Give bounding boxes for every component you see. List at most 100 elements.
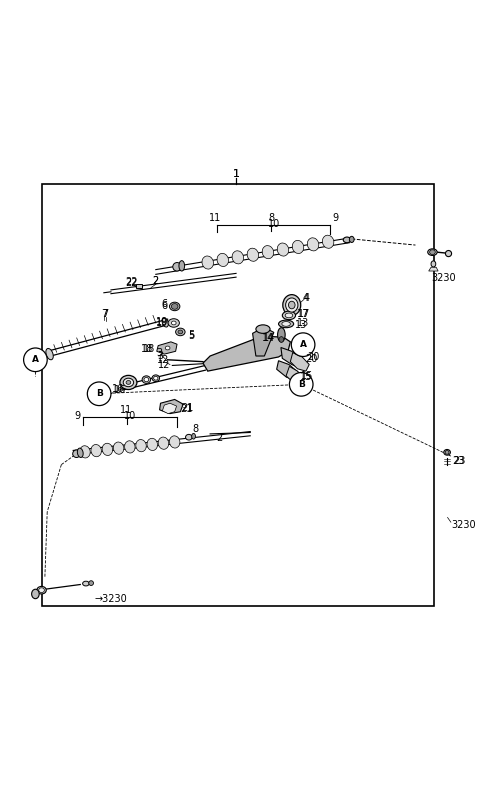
Ellipse shape	[77, 448, 83, 457]
Ellipse shape	[277, 328, 285, 342]
Text: 17: 17	[299, 308, 311, 319]
Ellipse shape	[288, 301, 295, 308]
Ellipse shape	[158, 437, 168, 450]
Text: B: B	[298, 380, 305, 389]
Ellipse shape	[37, 587, 46, 594]
Text: 22: 22	[125, 277, 137, 287]
Text: 20: 20	[307, 352, 319, 363]
Ellipse shape	[168, 319, 180, 328]
Text: 13: 13	[297, 319, 309, 328]
Text: 2: 2	[216, 433, 223, 443]
Text: 5: 5	[188, 331, 194, 340]
Ellipse shape	[113, 442, 124, 454]
Ellipse shape	[169, 436, 180, 448]
Text: 4: 4	[304, 293, 310, 303]
Text: →3230: →3230	[95, 594, 127, 604]
Text: 21: 21	[182, 403, 194, 414]
Polygon shape	[159, 399, 183, 414]
Text: 1: 1	[232, 169, 240, 179]
Ellipse shape	[247, 248, 259, 261]
Ellipse shape	[286, 298, 298, 312]
Text: 8: 8	[193, 424, 199, 434]
Ellipse shape	[278, 320, 294, 328]
Ellipse shape	[232, 251, 243, 264]
Text: 15: 15	[300, 372, 312, 383]
Ellipse shape	[136, 439, 146, 452]
Ellipse shape	[430, 249, 435, 254]
Ellipse shape	[186, 434, 192, 440]
Ellipse shape	[217, 253, 228, 266]
Ellipse shape	[154, 376, 158, 380]
Polygon shape	[157, 342, 177, 354]
Ellipse shape	[173, 262, 181, 271]
Text: B: B	[96, 389, 103, 398]
Polygon shape	[290, 353, 309, 371]
Ellipse shape	[147, 438, 157, 450]
Ellipse shape	[282, 311, 296, 320]
Ellipse shape	[343, 237, 351, 243]
Text: 14: 14	[263, 333, 275, 343]
Ellipse shape	[256, 325, 270, 333]
Text: 16: 16	[112, 384, 124, 394]
Ellipse shape	[126, 380, 131, 384]
Polygon shape	[276, 361, 299, 379]
Text: 3230: 3230	[451, 520, 476, 530]
Ellipse shape	[279, 336, 284, 343]
Text: 21: 21	[180, 404, 192, 414]
Text: 19: 19	[156, 318, 168, 328]
Ellipse shape	[125, 441, 135, 453]
Text: 7: 7	[103, 308, 109, 319]
Ellipse shape	[282, 321, 290, 326]
Text: 18: 18	[141, 344, 154, 355]
Ellipse shape	[292, 241, 304, 253]
Text: 13: 13	[295, 320, 307, 330]
Text: A: A	[32, 355, 39, 364]
Text: 3230: 3230	[432, 273, 456, 283]
Ellipse shape	[102, 443, 113, 455]
Ellipse shape	[262, 245, 274, 259]
Ellipse shape	[349, 237, 354, 242]
Text: 1: 1	[232, 169, 240, 179]
Ellipse shape	[192, 434, 195, 439]
Text: 10: 10	[268, 219, 280, 229]
Ellipse shape	[144, 378, 149, 382]
Ellipse shape	[123, 379, 133, 387]
Ellipse shape	[444, 450, 450, 455]
Text: 11: 11	[120, 406, 132, 415]
Text: 20: 20	[305, 355, 318, 364]
Ellipse shape	[307, 238, 319, 251]
Polygon shape	[429, 267, 438, 271]
Ellipse shape	[285, 313, 293, 318]
Text: 10: 10	[124, 411, 136, 421]
Text: 7: 7	[101, 308, 107, 319]
Ellipse shape	[178, 330, 183, 334]
Ellipse shape	[179, 261, 185, 271]
Text: 3: 3	[157, 351, 164, 361]
Circle shape	[24, 348, 47, 371]
Polygon shape	[203, 336, 290, 371]
Ellipse shape	[91, 445, 101, 457]
Text: 3: 3	[156, 348, 163, 358]
FancyBboxPatch shape	[136, 284, 142, 289]
Text: 19: 19	[156, 317, 168, 328]
Ellipse shape	[120, 375, 137, 390]
Circle shape	[291, 333, 315, 356]
Text: 5: 5	[188, 330, 194, 340]
Ellipse shape	[428, 249, 437, 256]
Ellipse shape	[80, 446, 90, 458]
Text: 23: 23	[452, 456, 465, 465]
Polygon shape	[286, 367, 304, 385]
Polygon shape	[281, 347, 302, 367]
Ellipse shape	[39, 588, 44, 592]
Text: 16: 16	[114, 385, 127, 395]
Text: 2: 2	[153, 277, 159, 286]
Ellipse shape	[152, 375, 159, 382]
Ellipse shape	[277, 243, 288, 256]
Text: 4: 4	[303, 293, 309, 304]
Text: 9: 9	[332, 213, 338, 223]
Ellipse shape	[46, 348, 53, 359]
Ellipse shape	[162, 318, 168, 327]
Ellipse shape	[445, 450, 449, 454]
Text: A: A	[300, 340, 307, 349]
Ellipse shape	[171, 304, 178, 309]
